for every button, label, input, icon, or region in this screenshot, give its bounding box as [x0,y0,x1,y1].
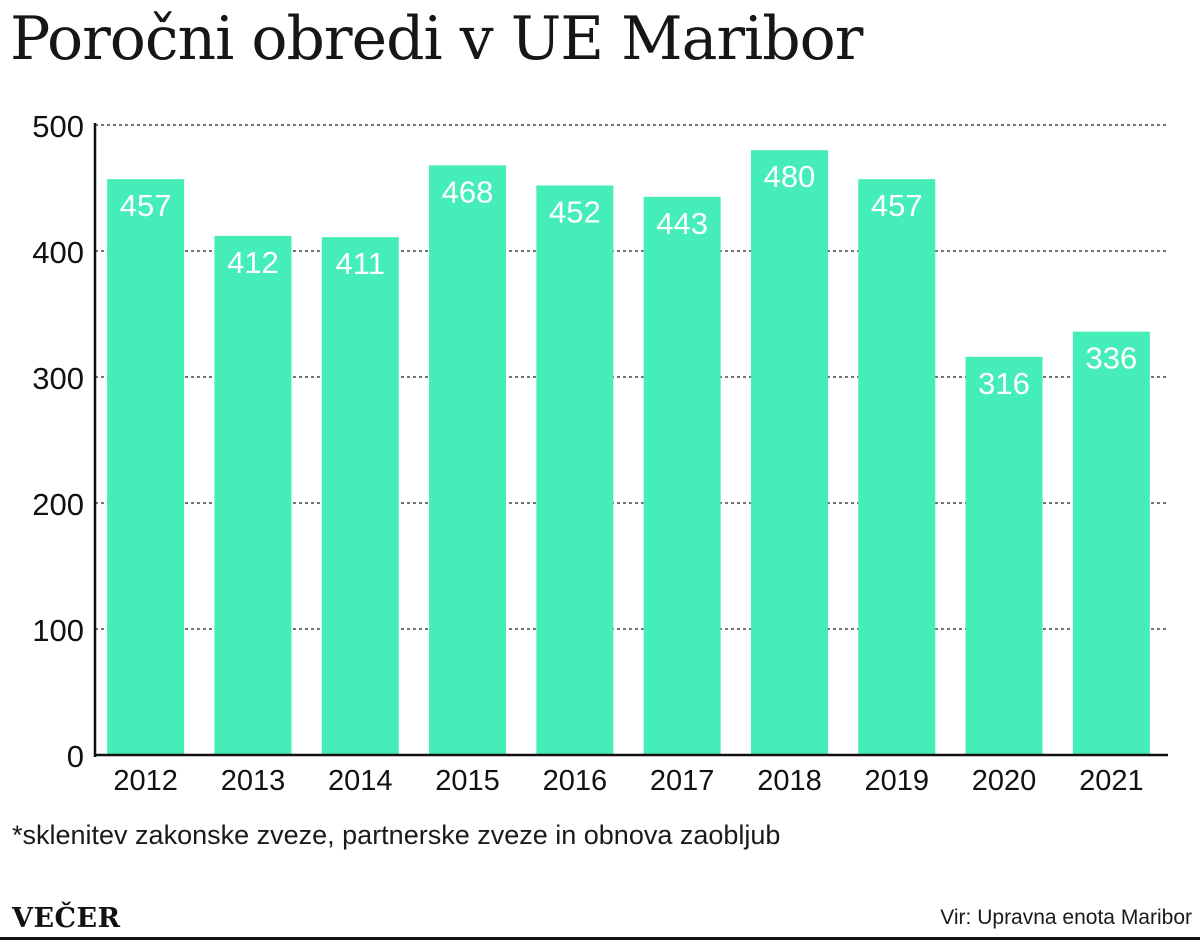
bar-value-label: 316 [978,366,1030,401]
bar-value-label: 443 [656,206,708,241]
y-tick-label: 400 [32,235,84,270]
bar [1072,331,1150,755]
x-tick-label: 2018 [757,765,822,797]
brand-logo: VEČER [12,903,121,934]
x-tick-label: 2014 [328,765,393,797]
axes [93,123,1168,757]
bar-value-label: 411 [336,246,385,281]
x-tick-label: 2021 [1079,765,1144,797]
chart-title: Poročni obredi v UE Maribor [10,4,863,74]
bar [750,150,828,755]
bar [321,237,399,755]
y-tick-label: 100 [32,613,84,648]
y-tick-label: 200 [32,487,84,522]
bar [858,179,936,755]
bar-value-label: 452 [549,194,601,229]
footer-divider [0,937,1200,940]
x-tick-label: 2016 [543,765,608,797]
x-tick-label: 2012 [113,765,178,797]
bar [965,356,1043,755]
x-tick-label: 2013 [221,765,286,797]
tick-labels: 0 100 200 300 400 500 457 2012 412 2013 411 2014 468… [32,109,1143,797]
bars [107,150,1150,756]
x-tick-label: 2017 [650,765,715,797]
y-tick-label: 500 [32,109,84,144]
bar [429,165,507,755]
x-tick-label: 2020 [972,765,1037,797]
x-tick-label: 2019 [864,765,929,797]
bar [536,185,614,756]
bar-value-label: 480 [764,159,816,194]
y-tick-label: 0 [67,739,84,774]
bar-value-label: 468 [442,174,494,209]
bar-value-label: 412 [227,245,279,280]
bar-value-label: 336 [1085,341,1137,376]
bar [107,179,185,755]
bar-value-label: 457 [871,188,923,223]
bar-chart: 0 100 200 300 400 500 457 2012 412 2013 411 2014 468… [32,109,1168,797]
bar [214,235,292,755]
x-tick-label: 2015 [435,765,500,797]
bar [643,196,721,755]
y-tick-label: 300 [32,361,84,396]
source-credit: Vir: Upravna enota Maribor [940,906,1192,929]
footnote: *sklenitev zakonske zveze, partnerske zv… [12,820,781,850]
bar-value-label: 457 [120,188,172,223]
